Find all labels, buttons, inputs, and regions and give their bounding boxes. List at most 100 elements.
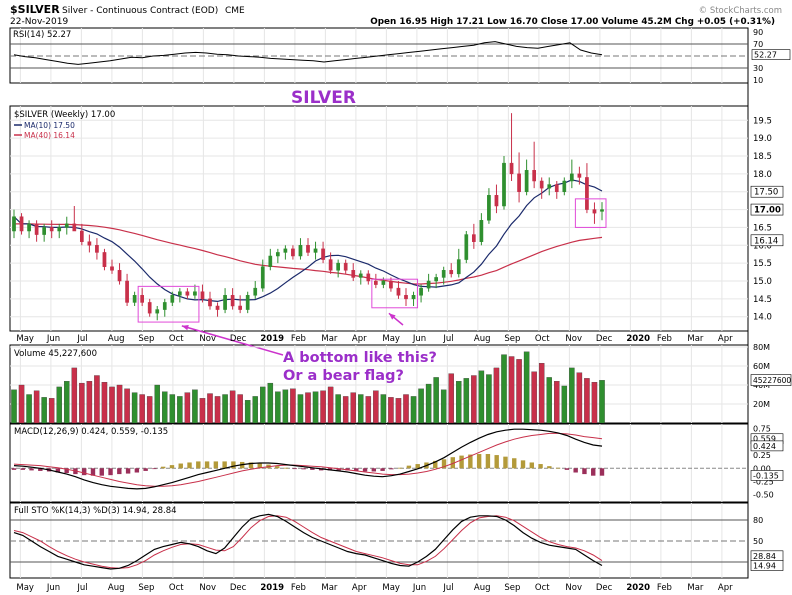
macd-histogram-bar bbox=[310, 468, 315, 470]
volume-bar bbox=[222, 394, 228, 424]
volume-last-value-box bbox=[750, 374, 792, 386]
volume-bar bbox=[146, 396, 153, 424]
x-tick-label: Sep bbox=[504, 583, 520, 593]
stochastic-last-value-label: 14.94 bbox=[753, 562, 776, 571]
candle-body bbox=[419, 287, 423, 296]
candle-body bbox=[328, 259, 333, 271]
x-tick-label-mid: Jul bbox=[76, 334, 87, 344]
volume-bar bbox=[531, 371, 537, 424]
macd-histogram-bar bbox=[125, 468, 131, 474]
candle-body bbox=[366, 273, 371, 282]
volume-bar bbox=[425, 383, 432, 424]
stochastic-legend: Full STO %K(14,3) %D(3) 14.94, 28.84 bbox=[14, 506, 177, 516]
rsi-panel: 907050301052.27 bbox=[10, 28, 791, 85]
x-tick-label: May bbox=[382, 583, 400, 593]
candle-body bbox=[441, 270, 446, 278]
x-tick-label: Mar bbox=[321, 583, 338, 593]
price-tick-label: 15.5 bbox=[753, 259, 772, 269]
volume-legend: Volume 45,227,600 bbox=[14, 349, 97, 359]
volume-bar bbox=[199, 398, 206, 424]
volume-bar bbox=[320, 390, 326, 424]
volume-bar bbox=[184, 392, 191, 424]
volume-bar bbox=[64, 381, 70, 424]
price-label-ma-slow: 16.14 bbox=[754, 236, 778, 246]
volume-bar bbox=[554, 381, 560, 424]
macd-histogram-bar bbox=[468, 454, 473, 469]
volume-bar bbox=[327, 386, 334, 424]
candle-body bbox=[562, 180, 567, 192]
x-tick-label: Apr bbox=[718, 583, 733, 593]
volume-bar bbox=[584, 378, 590, 424]
x-tick-label: Feb bbox=[657, 583, 672, 593]
volume-bar bbox=[207, 393, 213, 424]
macd-histogram-bar bbox=[591, 468, 596, 476]
x-tick-label: Jun bbox=[46, 583, 60, 593]
macd-histogram-bar bbox=[20, 468, 25, 470]
x-tick-label-mid: Jun bbox=[412, 334, 426, 344]
macd-histogram-bar bbox=[450, 457, 456, 469]
macd-histogram-bar bbox=[441, 459, 447, 469]
volume-bar bbox=[11, 389, 17, 424]
x-tick-label-mid: Aug bbox=[108, 334, 125, 344]
x-tick-label-mid: Dec bbox=[230, 334, 247, 344]
volume-bar bbox=[538, 362, 545, 424]
volume-bar bbox=[131, 392, 138, 424]
candle-body bbox=[426, 280, 431, 289]
x-tick-label: Jul bbox=[442, 583, 453, 593]
macd-histogram-bar bbox=[555, 467, 561, 469]
price-label-ma-slow-box bbox=[750, 234, 784, 247]
volume-bar bbox=[162, 391, 168, 424]
macd-histogram-bar bbox=[415, 464, 420, 469]
candle-body bbox=[245, 295, 250, 310]
volume-bar bbox=[350, 392, 356, 424]
macd-last-value-label: 0.559 bbox=[753, 435, 776, 444]
x-tick-label-mid: Dec bbox=[596, 334, 613, 344]
macd-histogram-bar bbox=[476, 454, 482, 469]
macd-histogram-bar bbox=[64, 468, 69, 474]
macd-tick-label: -0.25 bbox=[753, 478, 774, 487]
rsi-tick-label: 70 bbox=[753, 40, 763, 49]
macd-histogram-bar bbox=[257, 463, 262, 469]
volume-bar bbox=[410, 396, 417, 424]
ma-slow-legend: MA(40) 16.14 bbox=[24, 131, 75, 140]
candle-body bbox=[456, 259, 461, 275]
volume-bar bbox=[214, 396, 221, 424]
x-tick-label-mid: Nov bbox=[199, 334, 216, 344]
stochastic-d-line bbox=[13, 515, 603, 569]
volume-bar bbox=[312, 391, 319, 424]
candle-body bbox=[79, 230, 84, 242]
volume-panel: 80M60M40M20M45227600 bbox=[10, 343, 792, 424]
macd-histogram-bar bbox=[108, 468, 113, 476]
x-tick-label: Aug bbox=[108, 583, 125, 593]
macd-histogram-bar bbox=[38, 468, 43, 471]
annotation-note-line1: A bottom like this? bbox=[283, 350, 437, 366]
x-tick-label-mid: Mar bbox=[321, 334, 338, 344]
rsi-last-value-label: 52.27 bbox=[754, 51, 777, 60]
volume-bar bbox=[440, 389, 447, 424]
x-tick-label-mid: Oct bbox=[535, 334, 550, 344]
candle-body bbox=[117, 270, 122, 282]
arrow-head bbox=[181, 325, 189, 331]
volume-bar bbox=[508, 356, 515, 424]
header-name: Silver - Continuous Contract (EOD) bbox=[62, 6, 218, 16]
candle-body bbox=[87, 241, 92, 246]
annotation-box-bottom-2018 bbox=[137, 285, 200, 323]
x-tick-label-mid: Mar bbox=[687, 334, 704, 344]
volume-bar bbox=[501, 354, 507, 424]
ma-fast-line bbox=[13, 179, 603, 303]
x-tick-label-mid: Apr bbox=[718, 334, 733, 344]
candle-body bbox=[177, 291, 182, 296]
macd-panel: 0.750.500.250.00-0.25-0.500.5590.424-0.1… bbox=[10, 425, 784, 500]
candle-body bbox=[449, 270, 454, 275]
x-tick-label-mid: May bbox=[382, 334, 400, 344]
candle-body bbox=[253, 287, 258, 296]
x-tick-label: Dec bbox=[596, 583, 613, 593]
macd-signal-line bbox=[13, 432, 603, 487]
price-tick-label: 16.5 bbox=[753, 223, 772, 233]
volume-bar bbox=[463, 378, 470, 424]
macd-histogram-bar bbox=[160, 466, 166, 469]
price-tick-label: 18.0 bbox=[753, 170, 772, 180]
price-tick-label: 19.0 bbox=[753, 134, 772, 144]
candle-body bbox=[132, 295, 137, 303]
